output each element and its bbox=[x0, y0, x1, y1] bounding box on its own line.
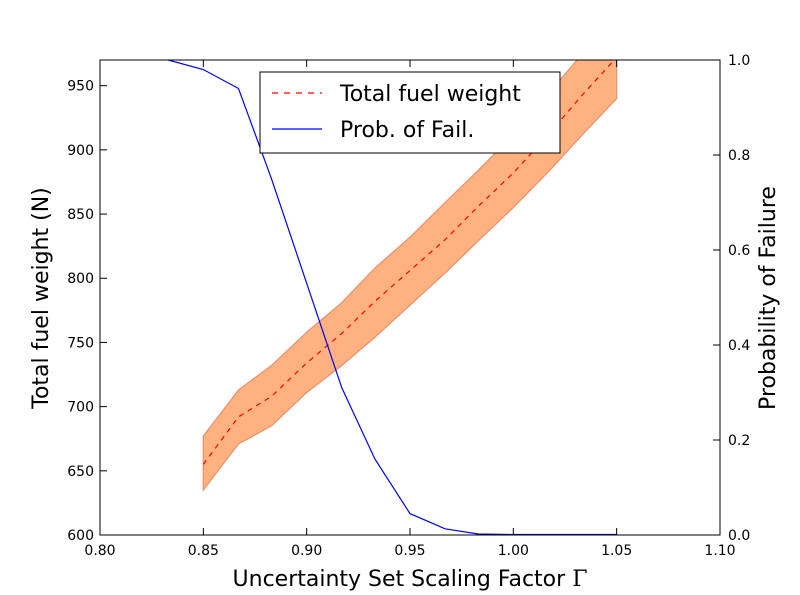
x-tick-label: 1.10 bbox=[704, 543, 735, 559]
y-tick-label-right: 0.8 bbox=[728, 148, 750, 164]
legend: Total fuel weight Prob. of Fail. bbox=[259, 71, 561, 154]
fuel-weight-band bbox=[202, 60, 618, 492]
legend-label-prob-fail: Prob. of Fail. bbox=[340, 118, 474, 143]
x-tick-label: 0.90 bbox=[291, 543, 322, 559]
y-tick-label-right: 0.6 bbox=[728, 243, 750, 259]
y-tick-label-left: 700 bbox=[67, 400, 94, 416]
y-tick-label-left: 900 bbox=[67, 143, 94, 159]
legend-label-fuel-weight: Total fuel weight bbox=[339, 82, 521, 107]
legend-box bbox=[259, 71, 561, 154]
x-tick-label: 0.85 bbox=[188, 543, 219, 559]
y-tick-label-right: 0.4 bbox=[728, 338, 750, 354]
y-axis-label-left: Total fuel weight (N) bbox=[29, 187, 54, 410]
y-axis-label-right: Probability of Failure bbox=[756, 186, 781, 410]
y-tick-label-right: 1.0 bbox=[728, 53, 750, 69]
y-tick-label-left: 800 bbox=[67, 271, 94, 287]
x-tick-label: 0.95 bbox=[394, 543, 425, 559]
x-axis-label: Uncertainty Set Scaling Factor Γ bbox=[233, 567, 588, 592]
y-tick-label-left: 850 bbox=[67, 207, 94, 223]
y-tick-label-left: 650 bbox=[67, 464, 94, 480]
y-tick-label-left: 750 bbox=[67, 335, 94, 351]
y-tick-label-right: 0.2 bbox=[728, 433, 750, 449]
y-tick-label-left: 600 bbox=[67, 528, 94, 544]
x-tick-label: 1.00 bbox=[498, 543, 529, 559]
y-tick-label-left: 950 bbox=[67, 79, 94, 95]
x-tick-label: 1.05 bbox=[601, 543, 632, 559]
x-axis-symbol: Γ bbox=[572, 567, 587, 592]
y-tick-label-right: 0.0 bbox=[728, 528, 750, 544]
x-tick-label: 0.80 bbox=[84, 543, 115, 559]
